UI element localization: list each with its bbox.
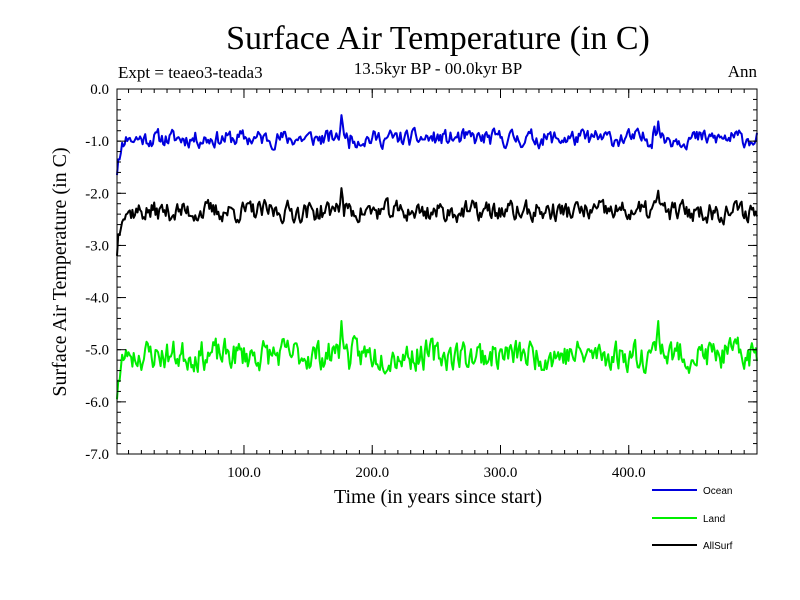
y-tick-label: -2.0	[85, 186, 109, 202]
x-tick-label: 200.0	[355, 465, 389, 481]
x-axis-label: Time (in years since start)	[334, 486, 542, 508]
y-tick-label: -1.0	[85, 134, 109, 150]
series-line-allsurf	[116, 187, 758, 256]
y-tick-label: -7.0	[85, 447, 109, 463]
season-label: Ann	[728, 62, 758, 81]
x-tick-label: 300.0	[484, 465, 518, 481]
series-line-ocean	[116, 114, 758, 176]
y-tick-label: -5.0	[85, 343, 109, 359]
legend-label-land: Land	[703, 514, 725, 525]
legend-label-allsurf: AllSurf	[703, 541, 733, 552]
plot-frame	[116, 88, 758, 455]
chart-subtitle: 13.5kyr BP - 00.0kyr BP	[354, 59, 522, 78]
y-tick-label: -4.0	[85, 291, 109, 307]
x-tick-label: 400.0	[612, 465, 646, 481]
legend: Ocean Land AllSurf	[652, 486, 733, 552]
y-tick-label: -3.0	[85, 238, 109, 254]
experiment-label: Expt = teaeo3-teada3	[118, 63, 263, 82]
y-axis-label: Surface Air Temperature (in C)	[49, 147, 71, 396]
legend-label-ocean: Ocean	[703, 486, 732, 497]
x-tick-label: 100.0	[227, 465, 261, 481]
series-layer	[116, 114, 758, 400]
axes: 0.0 -1.0 -2.0 -3.0 -4.0 -5.0 -6.0 -7.0 100.0 200.…	[85, 82, 757, 481]
y-tick-label: 0.0	[90, 82, 109, 98]
y-tick-label: -6.0	[85, 395, 109, 411]
series-line-land	[116, 320, 758, 400]
chart-title: Surface Air Temperature (in C)	[226, 20, 650, 57]
